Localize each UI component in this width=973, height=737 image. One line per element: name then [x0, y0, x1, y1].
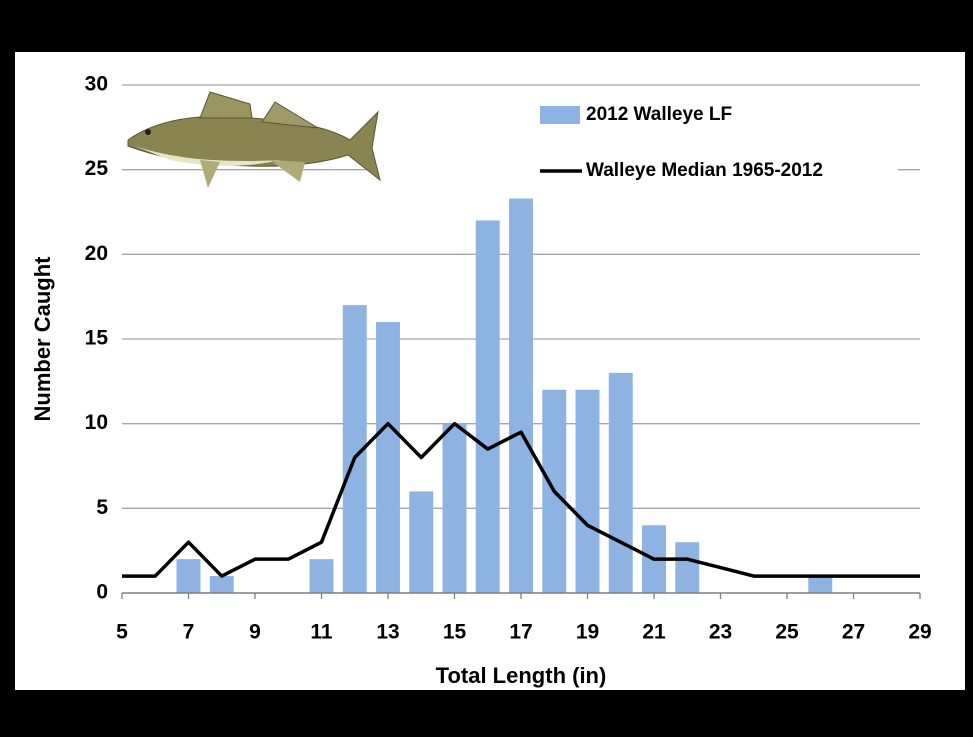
bar — [376, 322, 400, 593]
x-tick-label: 15 — [443, 621, 467, 644]
bar — [808, 576, 833, 593]
bar — [176, 559, 201, 593]
x-tick-label: 23 — [709, 621, 732, 644]
legend: 2012 Walleye LF Walleye Median 1965-2012 — [540, 104, 823, 181]
y-tick-label: 15 — [85, 327, 109, 350]
bar — [209, 576, 234, 593]
x-tick-label: 27 — [842, 621, 865, 644]
y-tick-label: 20 — [85, 242, 108, 265]
x-tick-label: 9 — [249, 621, 261, 644]
y-tick-label: 10 — [85, 411, 108, 434]
legend-label: Walleye Median 1965-2012 — [586, 160, 823, 181]
fish-illustration — [127, 91, 381, 188]
bar — [309, 559, 334, 593]
x-tick-label: 5 — [116, 621, 128, 644]
y-tick-label: 5 — [96, 496, 108, 519]
x-tick-label: 21 — [642, 621, 666, 644]
bar — [608, 372, 633, 593]
x-tick-label: 11 — [310, 621, 333, 644]
y-tick-label: 30 — [85, 73, 108, 96]
x-tick-label: 25 — [775, 621, 799, 644]
bar — [475, 220, 500, 593]
bar — [509, 198, 533, 593]
legend-swatch — [540, 106, 580, 124]
y-tick-label: 25 — [85, 157, 109, 180]
x-tick-label: 7 — [183, 621, 195, 644]
x-tick-label: 29 — [908, 621, 931, 644]
bar — [409, 491, 434, 593]
y-axis-title: Number Caught — [30, 256, 55, 422]
line — [122, 421, 920, 578]
x-tick-label: 17 — [509, 621, 532, 644]
bar — [342, 305, 367, 593]
y-tick-label: 0 — [96, 581, 108, 604]
bar — [442, 423, 467, 593]
legend-label: 2012 Walleye LF — [586, 104, 732, 125]
legend-background — [378, 92, 898, 202]
x-tick-label: 19 — [576, 621, 599, 644]
bar — [575, 389, 600, 593]
x-axis-title: Total Length (in) — [436, 663, 607, 688]
bar — [675, 542, 700, 593]
x-tick-label: 13 — [376, 621, 399, 644]
